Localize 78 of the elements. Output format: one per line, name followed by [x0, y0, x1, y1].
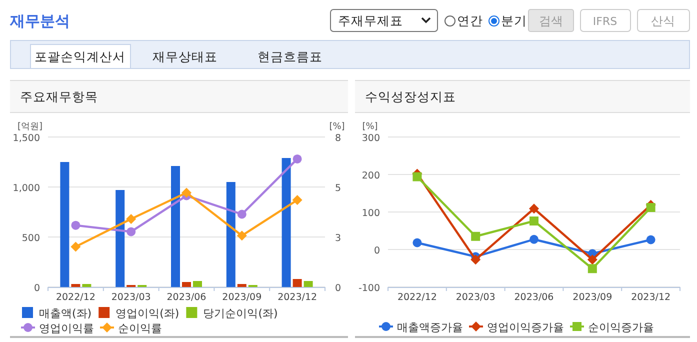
bar	[82, 284, 92, 287]
bar	[226, 182, 236, 287]
x-tick-label: 2023/03	[456, 292, 496, 303]
bar	[71, 284, 80, 287]
x-tick-label: 2023/09	[222, 292, 262, 303]
legend-label: 당기순이익(좌)	[203, 307, 278, 320]
point	[412, 172, 422, 182]
text: 재무분석	[9, 12, 70, 30]
y-tick-label: 0	[34, 283, 40, 294]
x-tick-label: 2023/03	[111, 292, 151, 303]
text: 현금흐름표	[258, 49, 322, 64]
point	[587, 254, 598, 265]
legend-label: 영업이익증가율	[487, 321, 564, 334]
x-tick-label: 2023/12	[278, 292, 318, 303]
x-tick-label: 2022/12	[56, 292, 96, 303]
legend-label: 영업이익률	[39, 322, 94, 335]
point	[292, 154, 302, 164]
legend-label: 매출액(좌)	[39, 307, 92, 320]
point	[646, 203, 656, 212]
text: 산식	[651, 14, 675, 28]
point	[237, 210, 246, 219]
y-tick-label: 500	[22, 233, 40, 244]
bar	[60, 162, 70, 287]
bar	[282, 158, 291, 287]
text: 주재무제표	[338, 13, 403, 28]
point	[588, 264, 597, 274]
bar	[171, 166, 180, 287]
point	[292, 195, 302, 205]
legend-label: 순이익증가율	[588, 321, 654, 334]
point	[71, 220, 80, 230]
point	[530, 234, 538, 244]
text: 재무상태표	[152, 49, 218, 64]
y-tick-label: 300	[362, 133, 380, 144]
bar	[182, 282, 191, 287]
y-tick-label: 200	[362, 170, 380, 182]
text: 검색	[539, 14, 563, 28]
y2-tick-label: 8	[335, 133, 342, 144]
bar	[193, 281, 202, 287]
x-tick-label: 2023/06	[166, 292, 206, 303]
y2-axis-title: [%]	[329, 122, 345, 132]
point	[646, 235, 656, 244]
y2-tick-label: 3	[335, 232, 342, 244]
y-tick-label: 1,000	[12, 183, 40, 194]
legend-label: 매출액증가율	[397, 321, 463, 334]
y-tick-label: 100	[362, 208, 380, 219]
legend-label: 영업이익(좌)	[116, 307, 180, 320]
y-axis-title: [억원]	[17, 122, 43, 132]
chart-title: 수익성장성지표	[365, 89, 456, 104]
text: IFRS	[592, 15, 618, 28]
point	[182, 188, 192, 198]
bar	[304, 281, 313, 287]
point	[126, 227, 136, 236]
text: 분기	[501, 13, 527, 28]
text: 연간	[457, 13, 483, 28]
point	[470, 254, 481, 265]
y2-tick-label: 0	[335, 283, 342, 294]
x-tick-label: 2023/09	[572, 292, 612, 303]
y2-tick-label: 5	[335, 183, 342, 194]
y-axis-title: [%]	[362, 122, 378, 132]
point	[236, 230, 247, 241]
y-tick-label: 1,500	[12, 133, 40, 144]
y-tick-label: 0	[374, 246, 380, 256]
point	[70, 242, 81, 252]
x-tick-label: 2023/06	[514, 292, 554, 303]
point	[530, 216, 538, 226]
point	[471, 232, 480, 241]
chart-title: 주요재무항목	[20, 89, 98, 104]
bar	[116, 190, 125, 287]
bar	[237, 284, 246, 287]
x-tick-label: 2022/12	[397, 292, 437, 303]
y-tick-label: -100	[358, 283, 380, 294]
point	[412, 238, 422, 248]
x-tick-label: 2023/12	[631, 292, 671, 303]
bar	[292, 279, 302, 287]
point	[126, 214, 136, 224]
point	[529, 204, 539, 214]
legend-label: 순이익률	[118, 322, 162, 335]
text: 포괄손익계산서	[34, 49, 126, 64]
